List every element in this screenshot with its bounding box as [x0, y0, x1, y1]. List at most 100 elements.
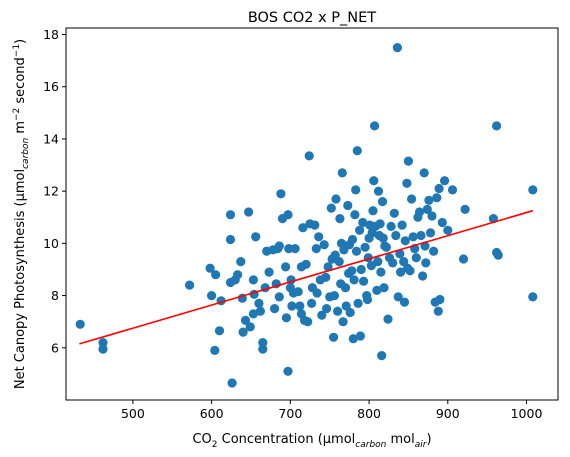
data-point-163	[425, 228, 436, 238]
data-point-7	[211, 270, 221, 280]
data-point-103	[355, 225, 365, 235]
y-tick-label: 10	[43, 236, 59, 251]
data-point-178	[492, 121, 502, 131]
data-point-126	[377, 351, 387, 361]
data-point-68	[317, 310, 327, 320]
data-point-32	[264, 267, 274, 277]
data-point-169	[434, 183, 444, 194]
data-point-22	[248, 309, 258, 319]
data-point-79	[331, 194, 341, 204]
data-point-61	[307, 298, 317, 308]
data-point-99	[351, 185, 361, 195]
data-point-142	[397, 220, 407, 230]
data-point-42	[281, 313, 291, 323]
data-point-13	[227, 378, 237, 388]
data-point-4	[205, 263, 215, 273]
data-point-108	[360, 242, 370, 252]
data-point-120	[372, 285, 382, 295]
data-point-94	[347, 266, 357, 276]
trend-line	[79, 209, 534, 345]
data-point-174	[447, 185, 458, 195]
data-point-146	[402, 178, 412, 188]
x-tick-label: 600	[200, 406, 224, 421]
data-point-44	[283, 210, 293, 220]
data-point-27	[255, 306, 265, 316]
data-point-19	[240, 315, 251, 325]
data-point-176	[460, 204, 470, 214]
data-point-82	[335, 214, 345, 224]
data-point-122	[373, 186, 384, 196]
data-point-175	[458, 254, 469, 264]
data-point-16	[236, 257, 246, 267]
data-point-97	[349, 275, 359, 285]
data-point-21	[245, 322, 255, 332]
data-point-34	[270, 304, 280, 314]
data-point-144	[399, 297, 410, 307]
data-point-136	[389, 208, 399, 218]
data-point-29	[258, 344, 268, 354]
data-point-96	[348, 334, 358, 344]
data-point-65	[312, 288, 322, 298]
data-point-2	[98, 344, 108, 354]
data-point-107	[359, 276, 369, 286]
data-point-153	[411, 253, 421, 263]
data-point-110	[362, 294, 373, 305]
data-point-71	[322, 304, 332, 314]
data-point-11	[225, 234, 236, 245]
data-point-158	[419, 168, 429, 178]
data-point-141	[396, 267, 406, 277]
data-point-160	[421, 258, 431, 268]
data-point-116	[368, 206, 378, 216]
data-point-25	[251, 232, 261, 242]
data-point-50	[290, 244, 300, 254]
data-point-168	[433, 306, 443, 316]
data-point-37	[274, 241, 284, 251]
data-points	[75, 43, 538, 388]
data-point-148	[403, 156, 413, 166]
data-point-64	[311, 244, 321, 254]
data-point-181	[528, 185, 538, 195]
data-point-157	[418, 271, 428, 281]
data-point-117	[369, 176, 379, 186]
data-point-72	[323, 262, 333, 272]
data-point-80	[333, 306, 343, 316]
data-point-140	[395, 249, 405, 259]
data-point-85	[337, 168, 347, 178]
x-tick-label: 500	[121, 406, 145, 421]
data-point-23	[248, 275, 258, 285]
data-point-135	[388, 258, 398, 268]
x-tick-label: 1000	[511, 406, 543, 421]
data-point-118	[370, 121, 380, 131]
data-point-104	[355, 331, 365, 341]
data-point-124	[375, 219, 385, 229]
data-point-48	[287, 301, 297, 311]
x-tick-label: 800	[357, 406, 381, 421]
data-point-43	[283, 366, 293, 376]
data-point-121	[373, 257, 383, 267]
data-point-129	[379, 283, 389, 293]
data-point-101	[352, 146, 362, 156]
data-point-10	[225, 210, 236, 220]
data-point-155	[414, 207, 425, 217]
data-point-81	[334, 257, 344, 267]
data-point-88	[340, 283, 351, 293]
data-point-69	[319, 240, 329, 250]
data-point-63	[310, 220, 320, 230]
data-point-164	[427, 211, 437, 221]
data-point-52	[295, 301, 305, 311]
data-point-58	[303, 317, 313, 327]
data-point-20	[244, 207, 254, 217]
data-point-156	[416, 230, 426, 241]
data-point-55	[298, 223, 308, 233]
data-point-3	[185, 280, 195, 290]
data-point-128	[378, 233, 388, 243]
data-point-77	[329, 291, 339, 301]
y-tick-label: 6	[51, 340, 59, 355]
data-point-74	[326, 203, 336, 213]
data-point-105	[356, 264, 366, 275]
data-point-15	[233, 270, 243, 280]
data-point-26	[254, 298, 264, 308]
data-point-180	[493, 250, 503, 260]
data-point-86	[338, 317, 348, 327]
